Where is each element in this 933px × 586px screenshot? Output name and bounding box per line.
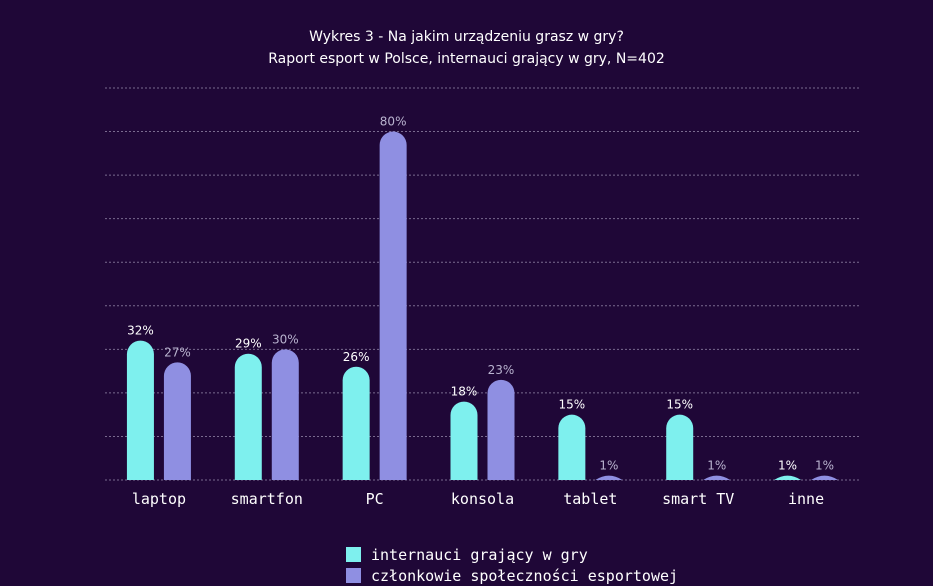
category-label: PC: [366, 490, 384, 508]
legend-item-series-1: internauci grający w gry: [346, 544, 678, 565]
category-label: laptop: [132, 490, 186, 508]
category-label: konsola: [451, 490, 514, 508]
data-label: 15%: [559, 398, 586, 412]
data-label: 1%: [778, 459, 797, 473]
bar-inne-series-2: [811, 475, 839, 480]
bar-tablet-series-2: [595, 475, 623, 480]
legend-label-series-2: członkowie społeczności esportowej: [371, 566, 679, 585]
category-label: inne: [788, 490, 824, 508]
legend-label-series-1: internauci grający w gry: [371, 545, 588, 564]
data-label: 15%: [666, 398, 693, 412]
legend: internauci grający w gry członkowie społ…: [346, 544, 678, 586]
category-label: smartfon: [231, 490, 303, 508]
data-label: 30%: [272, 332, 299, 346]
legend-swatch-series-1: [346, 547, 361, 562]
chart-subtitle: Raport esport w Polsce, internauci grają…: [268, 51, 665, 67]
data-label: 1%: [815, 459, 834, 473]
category-label: tablet: [563, 490, 617, 508]
bar-konsola-series-2: [487, 379, 515, 480]
data-label: 23%: [488, 363, 515, 377]
category-label: smart TV: [662, 490, 734, 508]
bar-smart-TV-series-2: [703, 475, 731, 480]
chart-title: Wykres 3 - Na jakim urządzeniu grasz w g…: [309, 29, 624, 45]
data-label: 80%: [380, 115, 407, 129]
bar-inne-series-1: [774, 475, 802, 480]
bar-laptop-series-1: [126, 340, 154, 480]
bar-smartfon-series-1: [234, 353, 262, 480]
data-label: 27%: [164, 345, 191, 359]
bar-PC-series-1: [342, 366, 370, 480]
bar-tablet-series-1: [558, 414, 586, 480]
data-label: 26%: [343, 350, 370, 364]
data-label: 1%: [599, 459, 618, 473]
bar-smartfon-series-2: [271, 349, 299, 480]
bar-chart: 32% 27% laptop 29% 30% smartfon 26% 80% PC 18% 23%…: [105, 87, 860, 508]
data-label: 32%: [127, 324, 154, 338]
legend-item-series-2: członkowie społeczności esportowej: [346, 565, 678, 586]
bar-smart-TV-series-1: [666, 414, 694, 480]
chart-title-block: Wykres 3 - Na jakim urządzeniu grasz w g…: [0, 26, 933, 70]
data-label: 29%: [235, 337, 262, 351]
bar-PC-series-2: [379, 131, 407, 481]
bar-laptop-series-2: [163, 362, 191, 480]
legend-swatch-series-2: [346, 568, 361, 583]
bar-konsola-series-1: [450, 401, 478, 480]
data-label: 1%: [707, 459, 726, 473]
data-label: 18%: [451, 385, 478, 399]
